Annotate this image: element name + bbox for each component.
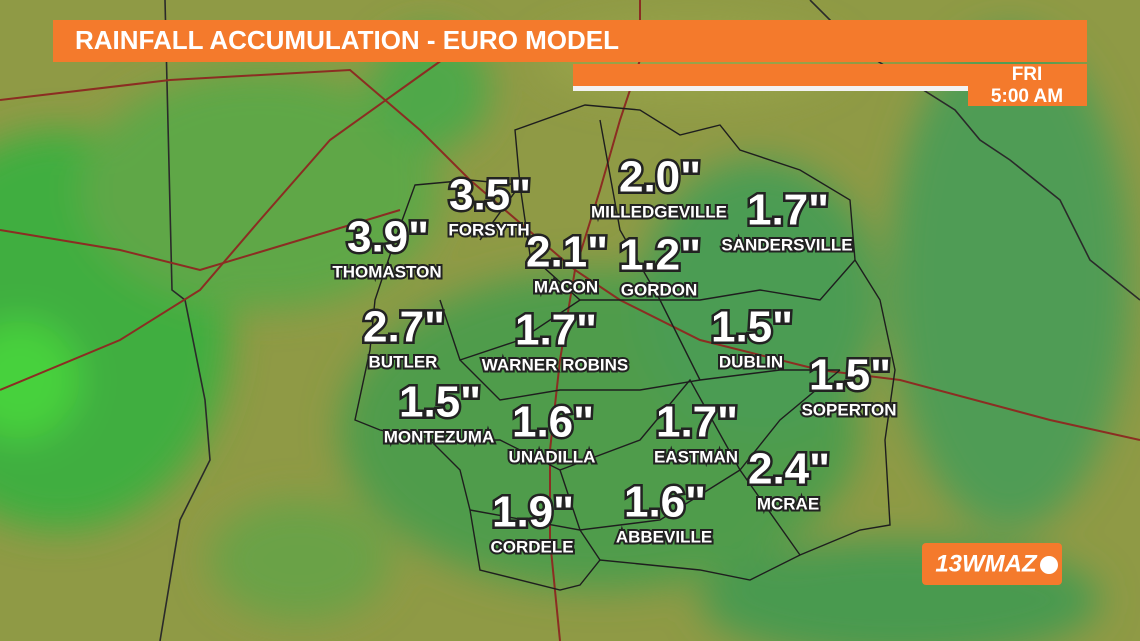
city-name: SOPERTON — [801, 400, 896, 419]
city-name: FORSYTH — [448, 220, 529, 239]
city-name: MACON — [534, 277, 598, 296]
city-name: UNADILLA — [509, 447, 596, 466]
day: FRI — [1012, 64, 1043, 85]
city-name: MCRAE — [757, 494, 819, 513]
city-name: MILLEDGEVILLE — [591, 202, 727, 221]
city-name: DUBLIN — [719, 352, 783, 371]
city-name: SANDERSVILLE — [721, 235, 852, 254]
city-name: CORDELE — [490, 537, 573, 556]
rain-amount: 1.7" — [656, 398, 738, 447]
rain-amount: 2.4" — [748, 445, 830, 494]
city-name: ABBEVILLE — [616, 527, 712, 546]
logo-text: 13WMAZ — [935, 550, 1038, 577]
rain-amount: 1.7" — [747, 186, 829, 235]
rain-amount: 3.9" — [347, 213, 429, 262]
logo-eye — [1040, 556, 1058, 574]
title-bar — [53, 20, 1087, 62]
rain-amount: 1.6" — [624, 478, 706, 527]
logo: 13WMAZ — [922, 543, 1062, 585]
rain-amount: 1.5" — [399, 378, 481, 427]
rain-amount: 2.1" — [526, 228, 608, 277]
city-name: GORDON — [621, 280, 698, 299]
title: RAINFALL ACCUMULATION - EURO MODEL — [75, 25, 619, 55]
time: 5:00 AM — [991, 86, 1063, 107]
city-name: EASTMAN — [654, 447, 738, 466]
rain-amount: 1.5" — [711, 303, 793, 352]
rain-amount: 1.2" — [619, 231, 701, 280]
rain-amount: 1.5" — [809, 351, 891, 400]
time-bar — [573, 64, 1087, 86]
city-name: WARNER ROBINS — [482, 355, 628, 374]
rain-amount: 1.9" — [492, 488, 574, 537]
city-name: BUTLER — [369, 352, 438, 371]
time-box — [968, 86, 1087, 106]
rain-amount: 1.6" — [512, 398, 594, 447]
logo-box — [922, 543, 1062, 585]
city-name: THOMASTON — [332, 262, 441, 281]
time-rule — [573, 86, 968, 91]
rain-amount: 2.7" — [363, 303, 445, 352]
header: RAINFALL ACCUMULATION - EURO MODEL FRI 5… — [53, 20, 1087, 107]
county-outlines — [354, 104, 896, 591]
rain-amount: 3.5" — [449, 171, 531, 220]
rain-amount: 2.0" — [619, 153, 701, 202]
city-name: MONTEZUMA — [384, 427, 494, 446]
rain-amount: 1.7" — [515, 306, 597, 355]
city-labels: 3.5"FORSYTH 3.9"THOMASTON 2.0"MILLEDGEVILL… — [330, 150, 898, 558]
